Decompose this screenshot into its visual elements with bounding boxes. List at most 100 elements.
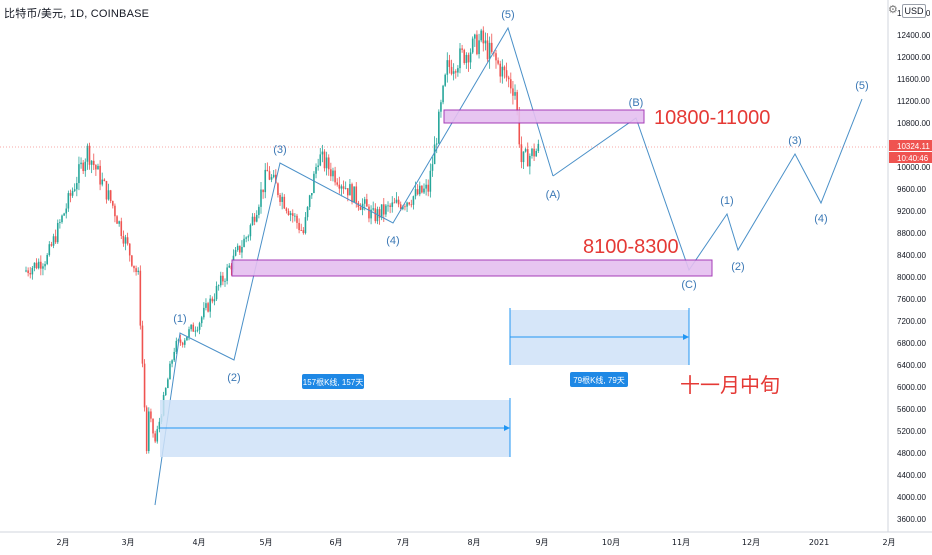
candle — [25, 266, 27, 273]
candle — [531, 147, 533, 159]
candle — [387, 201, 389, 212]
range-box-1-badge — [302, 374, 364, 389]
candle — [107, 183, 110, 201]
price-tick-label: 5200.00 — [897, 427, 926, 436]
candle — [181, 341, 184, 348]
candle — [61, 214, 63, 224]
candle — [338, 176, 341, 194]
candle — [67, 190, 70, 212]
candle — [476, 30, 478, 56]
price-tick-label: 7600.00 — [897, 295, 926, 304]
candle — [152, 418, 154, 438]
range-box-1-label: 157根K线, 157天 — [303, 377, 363, 387]
candle — [35, 258, 38, 270]
candle — [535, 148, 538, 157]
candle — [217, 284, 220, 291]
candle — [120, 217, 123, 240]
candle — [145, 405, 148, 454]
candle — [82, 159, 84, 175]
candle — [268, 166, 271, 181]
price-tick-label: 3600.00 — [897, 515, 926, 524]
candle — [239, 245, 241, 255]
candle — [277, 182, 279, 198]
candle — [465, 52, 468, 69]
candle — [323, 149, 326, 172]
candle — [230, 263, 233, 276]
candles-layer — [25, 26, 540, 454]
candle — [122, 230, 125, 247]
candle — [408, 201, 410, 206]
candle — [389, 203, 391, 214]
candle — [266, 162, 269, 172]
candle — [207, 301, 209, 313]
candle — [86, 143, 89, 170]
candle — [137, 267, 140, 275]
candle — [264, 163, 267, 199]
candle — [306, 206, 309, 221]
candle — [474, 33, 476, 47]
candle — [88, 142, 91, 170]
time-tick-label: 4月 — [192, 538, 205, 547]
price-tick-label: 11600.00 — [897, 75, 930, 84]
candle — [330, 162, 332, 181]
candle — [334, 166, 336, 186]
candle — [359, 203, 362, 211]
candle — [95, 164, 97, 176]
candle — [255, 210, 258, 223]
candle — [418, 181, 421, 197]
price-axis[interactable]: 3600.00 4000.00 4400.00 4800.00 5200.00 5600.… — [887, 0, 932, 532]
candle — [412, 195, 415, 210]
candle — [219, 271, 222, 288]
candle — [65, 203, 68, 219]
candle — [133, 265, 135, 273]
candle — [222, 272, 224, 286]
candle — [499, 60, 502, 83]
candle — [497, 57, 499, 66]
candle — [450, 59, 453, 76]
candle — [298, 218, 300, 234]
time-tick-label: 9月 — [535, 538, 548, 547]
candle — [393, 197, 396, 204]
candle — [101, 172, 104, 187]
price-tick-label: 6400.00 — [897, 361, 926, 370]
time-axis-ticks: 2月 3月 4月 5月 6月 7月 8月 9月 10月 11月 12月 2021 2月 — [56, 538, 895, 547]
candle — [179, 334, 182, 346]
settings-gear-icon[interactable]: ⚙ — [888, 4, 898, 16]
candle — [490, 33, 493, 54]
wave-label-3: (3) — [273, 144, 286, 156]
time-tick-label: 11月 — [672, 538, 690, 547]
candle — [103, 178, 106, 182]
candle — [73, 183, 76, 192]
range-box-2[interactable]: 79根K线, 79天 — [509, 308, 690, 387]
currency-button[interactable]: USD — [902, 4, 926, 18]
candle — [253, 213, 256, 226]
candle — [395, 192, 398, 204]
range-box-1[interactable]: 157根K线, 157天 — [160, 374, 511, 457]
zone-upper[interactable] — [443, 109, 645, 124]
time-tick-label: 2月 — [882, 538, 895, 547]
candle — [56, 219, 59, 244]
candle — [340, 184, 343, 197]
price-tick-label: 8800.00 — [897, 229, 926, 238]
candle — [186, 336, 188, 341]
candle — [484, 32, 487, 51]
time-axis[interactable]: 2月 3月 4月 5月 6月 7月 8月 9月 10月 11月 12月 2021 2月 — [0, 531, 932, 547]
candle — [211, 296, 214, 304]
countdown-label: 10:40:46 — [897, 154, 929, 163]
candle — [283, 194, 286, 210]
wave-label-proj-3: (3) — [788, 135, 801, 147]
candle — [505, 62, 508, 82]
candle — [29, 267, 32, 279]
candle — [421, 185, 423, 194]
candle — [289, 210, 292, 222]
price-tick-label: 8400.00 — [897, 251, 926, 260]
zone-lower[interactable] — [231, 259, 713, 277]
elliott-wave-lines — [154, 26, 863, 506]
candle — [478, 33, 480, 59]
candle — [279, 192, 281, 206]
candle — [446, 52, 449, 83]
candle — [245, 236, 247, 243]
candle — [190, 324, 192, 332]
